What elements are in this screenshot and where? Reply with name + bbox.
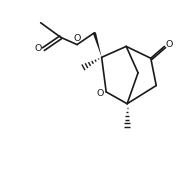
Text: O: O bbox=[165, 40, 173, 50]
Polygon shape bbox=[93, 32, 102, 57]
Text: O: O bbox=[35, 44, 42, 53]
Text: O: O bbox=[97, 89, 104, 98]
Text: O: O bbox=[74, 34, 81, 43]
